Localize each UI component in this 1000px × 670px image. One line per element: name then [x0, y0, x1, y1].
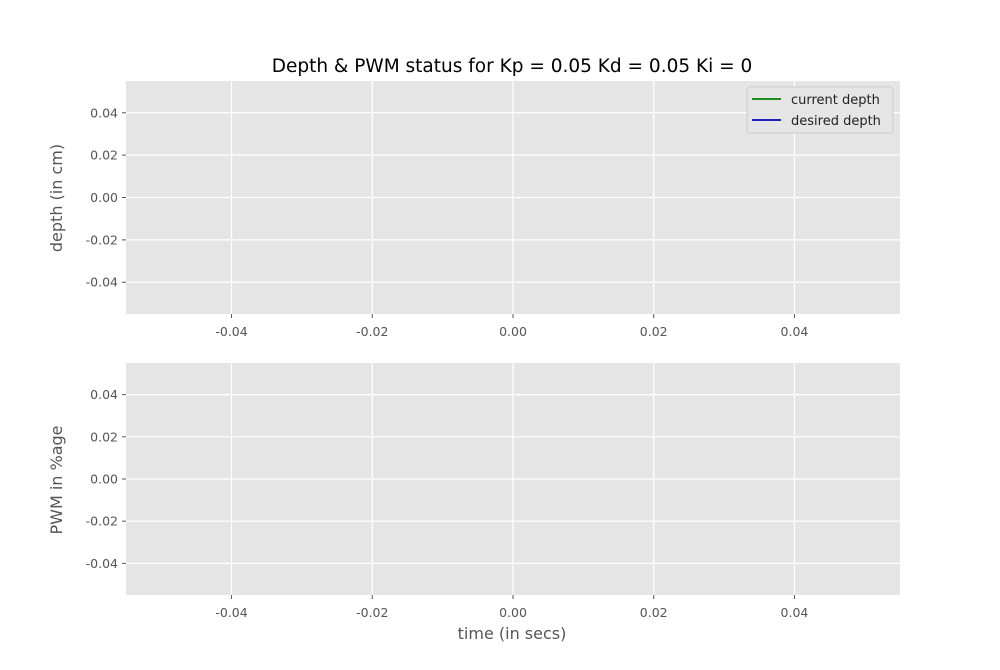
pwm-grid: [126, 363, 900, 595]
depth-x-tick-label: -0.04: [215, 324, 247, 339]
legend-label-current-depth: current depth: [791, 93, 880, 108]
depth-x-tick-label: -0.02: [356, 324, 388, 339]
depth-x-tick-label: 0.04: [781, 324, 809, 339]
chart-title: Depth & PWM status for Kp = 0.05 Kd = 0.…: [272, 56, 753, 77]
depth-y-axis-label: depth (in cm): [47, 144, 66, 252]
depth-axes: -0.04 -0.02 0.00 0.02 0.04 0.04 0.02 0.00 -0.02…: [47, 81, 900, 339]
pwm-y-tick-label: -0.02: [86, 514, 118, 529]
depth-y-tick-label: 0.02: [90, 148, 118, 163]
x-axis-label: time (in secs): [458, 624, 567, 643]
pwm-axes: -0.04 -0.02 0.00 0.02 0.04 0.04 0.02 0.00 -0.02…: [47, 363, 900, 643]
pwm-y-axis-label: PWM in %age: [47, 425, 66, 534]
depth-y-tick-label: 0.00: [90, 190, 118, 205]
pwm-x-tick-label: -0.02: [356, 605, 388, 620]
pwm-x-tick-label: 0.00: [499, 605, 527, 620]
depth-y-tick-label: -0.04: [86, 275, 118, 290]
depth-y-ticks: 0.04 0.02 0.00 -0.02 -0.04: [86, 105, 126, 290]
depth-x-tick-label: 0.00: [499, 324, 527, 339]
depth-x-tick-label: 0.02: [640, 324, 668, 339]
depth-y-tick-label: 0.04: [90, 105, 118, 120]
pwm-x-tick-label: -0.04: [215, 605, 247, 620]
pwm-y-tick-label: 0.00: [90, 472, 118, 487]
pwm-x-tick-label: 0.02: [640, 605, 668, 620]
depth-x-ticks: -0.04 -0.02 0.00 0.02 0.04: [215, 314, 808, 339]
pwm-y-ticks: 0.04 0.02 0.00 -0.02 -0.04: [86, 387, 126, 571]
pwm-y-tick-label: 0.04: [90, 387, 118, 402]
pwm-x-ticks: -0.04 -0.02 0.00 0.02 0.04: [215, 595, 808, 620]
legend: current depth desired depth: [746, 86, 894, 134]
depth-y-tick-label: -0.02: [86, 232, 118, 247]
pwm-y-tick-label: 0.02: [90, 429, 118, 444]
pwm-y-tick-label: -0.04: [86, 556, 118, 571]
pwm-x-tick-label: 0.04: [781, 605, 809, 620]
legend-label-desired-depth: desired depth: [791, 114, 881, 129]
legend-box: [746, 86, 894, 134]
